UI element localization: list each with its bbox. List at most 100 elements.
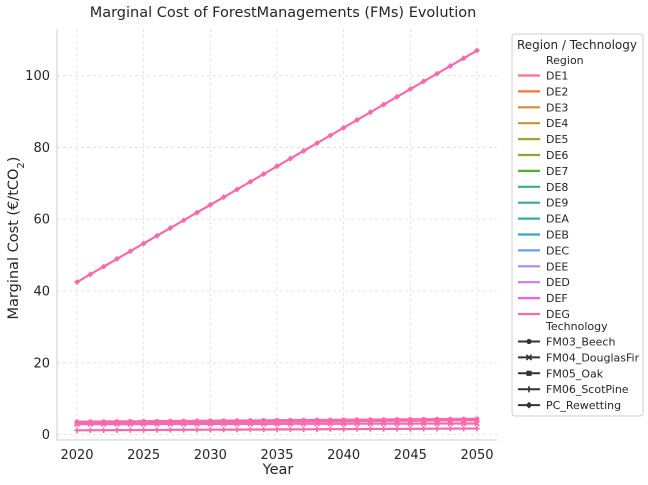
data-point <box>87 421 94 428</box>
legend-title: Region / Technology <box>517 38 637 52</box>
data-point <box>180 427 187 433</box>
data-point <box>274 420 280 427</box>
legend-entry-label: DEF <box>546 292 568 305</box>
data-point <box>434 70 440 77</box>
data-point <box>340 124 347 131</box>
legend-entry-label: PC_Rewetting <box>546 399 621 412</box>
data-point <box>300 426 307 433</box>
data-point <box>127 427 134 433</box>
legend-frame <box>511 33 644 417</box>
data-point <box>407 420 414 427</box>
data-point <box>447 420 454 427</box>
y-ticks: 0 20 40 60 80 100 <box>25 69 50 443</box>
data-point <box>154 420 160 425</box>
data-point <box>287 426 294 433</box>
legend-marker <box>526 338 532 345</box>
legend-marker <box>526 370 532 376</box>
data-point <box>421 418 426 423</box>
data-point <box>327 426 334 432</box>
data-point <box>221 419 226 425</box>
legend-entry-label: FM06_ScotPine <box>546 383 629 396</box>
legend-entry-label: DE9 <box>546 197 568 210</box>
data-point <box>287 420 294 427</box>
y-tick-label: 0 <box>42 428 50 443</box>
data-point <box>247 178 254 185</box>
data-point <box>87 271 94 278</box>
legend-entry-label: DEE <box>546 260 568 273</box>
data-point <box>354 418 360 424</box>
data-point <box>420 420 427 427</box>
data-point <box>420 425 427 432</box>
data-point <box>380 420 387 427</box>
data-point <box>461 418 466 423</box>
data-point <box>100 263 107 270</box>
data-point <box>167 427 174 433</box>
data-point <box>407 426 414 432</box>
series-fm05-oak <box>74 417 480 426</box>
data-point <box>167 421 174 427</box>
data-point <box>448 418 453 423</box>
data-point <box>288 419 293 424</box>
data-point <box>207 426 214 433</box>
data-point <box>394 420 400 427</box>
y-tick-label: 40 <box>33 285 50 300</box>
series-fm06-scotpine <box>74 425 480 434</box>
legend-marker <box>525 354 533 361</box>
data-point <box>447 62 454 69</box>
data-point <box>314 140 320 147</box>
data-point <box>287 155 294 162</box>
data-point <box>234 419 240 425</box>
data-point <box>354 117 360 123</box>
y-axis-label: Marginal Cost (€/tCO2) <box>6 157 27 320</box>
legend-entry-label: DE3 <box>546 101 568 114</box>
y-tick-label: 60 <box>33 213 50 228</box>
data-point <box>220 426 227 433</box>
data-point <box>207 421 214 427</box>
data-point <box>367 426 374 432</box>
data-point <box>394 418 400 424</box>
data-point <box>447 425 454 432</box>
data-point <box>234 426 240 433</box>
data-point <box>114 420 120 426</box>
data-point <box>141 420 146 425</box>
x-tick-label: 2040 <box>327 448 360 463</box>
data-point <box>194 209 200 216</box>
data-point <box>234 186 240 193</box>
data-point <box>74 279 80 286</box>
y-tick-label: 80 <box>33 141 50 156</box>
data-point <box>100 427 107 433</box>
legend-entry-label: FM03_Beech <box>546 336 615 349</box>
data-point <box>380 101 387 108</box>
y-tick-label: 20 <box>33 356 50 371</box>
legend-entry-label: DE5 <box>546 133 568 146</box>
legend-entry-label: DEA <box>546 213 569 226</box>
data-point <box>274 426 280 433</box>
legend-entry-label: DEC <box>546 244 569 257</box>
legend-entry-label: DE2 <box>546 85 568 98</box>
data-point <box>167 225 174 232</box>
data-point <box>140 427 147 433</box>
data-point <box>194 427 200 433</box>
data-point <box>247 421 254 427</box>
data-point <box>434 420 440 427</box>
data-point <box>434 418 440 423</box>
data-point <box>180 421 187 427</box>
data-point <box>194 419 200 425</box>
data-point <box>127 421 134 427</box>
legend-entry-label: DE6 <box>546 149 568 162</box>
data-point <box>261 419 266 425</box>
x-tick-label: 2050 <box>460 448 493 463</box>
data-point <box>154 421 160 427</box>
data-point <box>100 421 107 428</box>
legend-entry-label: DE8 <box>546 181 568 194</box>
data-point <box>420 78 427 85</box>
data-point <box>194 421 200 427</box>
data-point <box>260 421 267 427</box>
data-point <box>207 201 214 208</box>
legend-entry-label: DED <box>546 276 570 289</box>
data-point <box>460 420 467 427</box>
legend-technologies: FM03_Beech FM04_DouglasFir FM05_Oak FM06_Sc… <box>518 336 640 412</box>
data-point <box>274 163 280 170</box>
data-point <box>260 171 267 178</box>
data-point <box>247 426 254 433</box>
